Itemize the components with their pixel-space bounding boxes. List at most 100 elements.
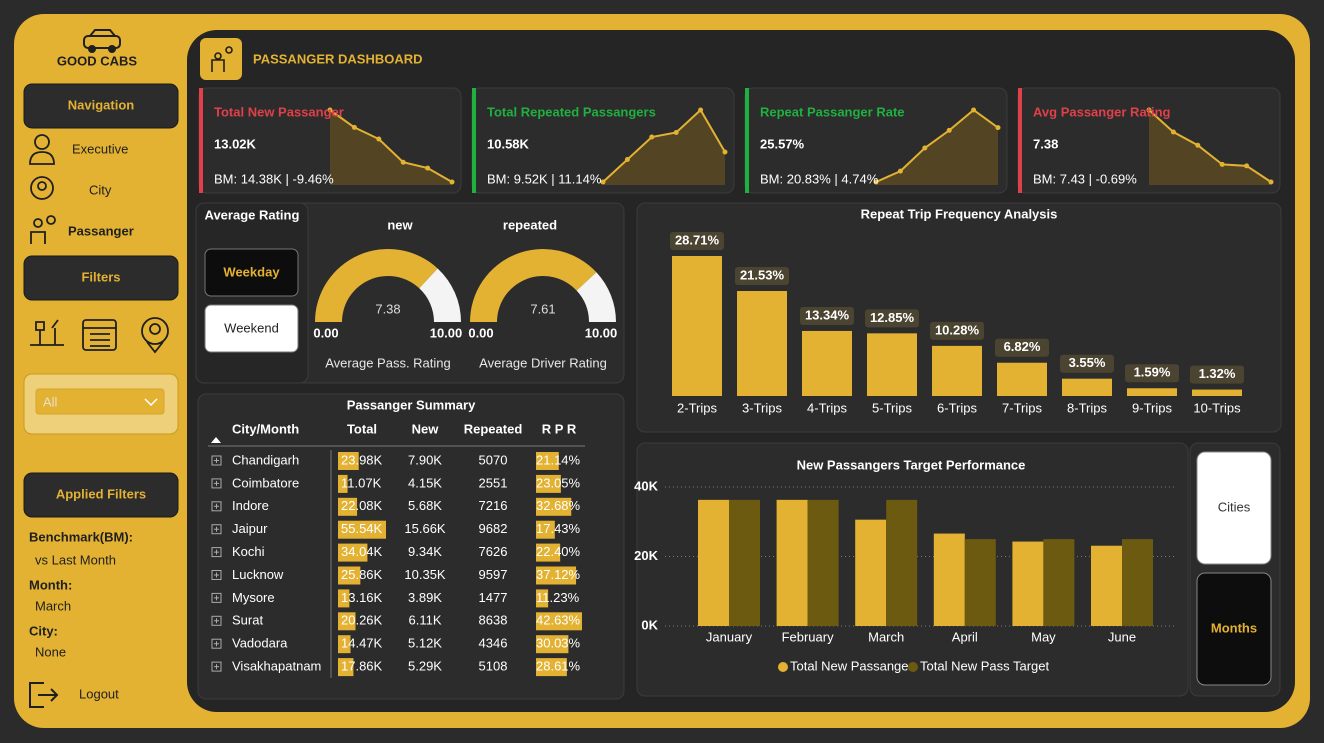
rpr-cell: 21.14% bbox=[536, 452, 581, 467]
bar bbox=[1091, 545, 1122, 626]
kpi-title: Total New Passanger bbox=[214, 104, 344, 119]
rpr-bar bbox=[536, 543, 561, 562]
total-bar bbox=[338, 474, 348, 493]
city-cell: Coimbatore bbox=[232, 475, 299, 490]
legend-label: Total New Pass Target bbox=[920, 658, 1049, 673]
expand-plus[interactable] bbox=[214, 480, 219, 486]
rpr-cell: 42.63% bbox=[536, 613, 581, 628]
filter-label: City: bbox=[29, 623, 58, 638]
legend-swatch bbox=[908, 662, 918, 672]
sparkline-point bbox=[1195, 142, 1201, 148]
bar-label: 21.53% bbox=[740, 267, 785, 282]
expand-plus[interactable] bbox=[214, 526, 219, 532]
day-option-label[interactable]: Weekday bbox=[223, 264, 280, 279]
day-option-label[interactable]: Weekend bbox=[224, 320, 279, 335]
new-cell: 15.66K bbox=[404, 521, 446, 536]
new-cell: 5.68K bbox=[408, 498, 442, 513]
bar-label: 1.59% bbox=[1134, 365, 1171, 380]
nav-item[interactable]: Executive bbox=[72, 141, 128, 156]
header-icon bbox=[200, 38, 242, 80]
sparkline bbox=[329, 109, 453, 183]
bar bbox=[886, 499, 918, 626]
view-option-label[interactable]: Cities bbox=[1218, 499, 1251, 514]
filters-button[interactable] bbox=[23, 255, 179, 301]
kpi-value: 13.02K bbox=[214, 136, 257, 151]
rpr-bar bbox=[536, 658, 567, 677]
rating-title: Average Rating bbox=[205, 207, 300, 222]
expand-plus[interactable] bbox=[214, 641, 219, 647]
logout-icon[interactable] bbox=[29, 682, 59, 708]
expand-icon[interactable] bbox=[211, 615, 222, 626]
nav-item[interactable]: Passanger bbox=[68, 223, 134, 238]
legend-label: Total New Passanger bbox=[790, 658, 914, 673]
city-cell: Jaipur bbox=[232, 521, 268, 536]
expand-icon[interactable] bbox=[211, 547, 222, 558]
sort-indicator[interactable] bbox=[211, 437, 221, 443]
repeated-cell: 9682 bbox=[479, 521, 508, 536]
kpi-title: Total Repeated Passangers bbox=[487, 104, 656, 119]
view-option-label[interactable]: Months bbox=[1211, 620, 1257, 635]
bar bbox=[867, 333, 917, 396]
kpi-value: 7.38 bbox=[1033, 136, 1058, 151]
bar-label-box bbox=[800, 306, 854, 325]
expand-plus[interactable] bbox=[214, 595, 219, 601]
nav-button[interactable] bbox=[23, 83, 179, 129]
x-tick-label: March bbox=[868, 629, 904, 644]
x-tick-label: June bbox=[1108, 629, 1136, 644]
sparkline-point bbox=[449, 179, 455, 185]
page-title: PASSANGER DASHBOARD bbox=[253, 51, 423, 66]
repeated-cell: 1477 bbox=[479, 590, 508, 605]
repeated-cell: 5070 bbox=[479, 452, 508, 467]
city-cell: Visakhapatnam bbox=[232, 659, 321, 674]
expand-icon[interactable] bbox=[211, 661, 222, 672]
bar-label: 6.82% bbox=[1004, 339, 1041, 354]
bar bbox=[997, 362, 1047, 396]
new-cell: 10.35K bbox=[404, 567, 446, 582]
dropdown[interactable] bbox=[35, 388, 165, 415]
expand-plus[interactable] bbox=[214, 458, 219, 463]
filter-icons[interactable] bbox=[30, 317, 169, 354]
city-cell: Vadodara bbox=[232, 636, 288, 651]
bar-label: 3.55% bbox=[1069, 355, 1106, 370]
gauge-value bbox=[470, 249, 597, 322]
kpi-value: 25.57% bbox=[760, 136, 805, 151]
day-option[interactable] bbox=[204, 248, 299, 297]
expand-icon[interactable] bbox=[211, 455, 222, 466]
bar bbox=[932, 345, 982, 396]
expand-icon[interactable] bbox=[211, 524, 222, 535]
bar bbox=[1122, 539, 1153, 626]
bar bbox=[1062, 378, 1112, 396]
expand-plus[interactable] bbox=[214, 572, 219, 578]
sparkline-point bbox=[1170, 129, 1176, 135]
logout[interactable]: Logout bbox=[79, 686, 119, 701]
new-cell: 5.29K bbox=[408, 659, 442, 674]
bar-label-box bbox=[930, 321, 984, 340]
expand-icon[interactable] bbox=[211, 478, 222, 489]
expand-plus[interactable] bbox=[214, 549, 219, 555]
view-option[interactable] bbox=[1196, 451, 1272, 565]
nav-item[interactable]: City bbox=[89, 182, 112, 197]
expand-plus[interactable] bbox=[214, 503, 219, 509]
expand-icon[interactable] bbox=[211, 638, 222, 649]
sparkline-area bbox=[330, 110, 452, 185]
filter-value: vs Last Month bbox=[35, 552, 116, 567]
city-cell: Mysore bbox=[232, 590, 275, 605]
x-tick-label: 7-Trips bbox=[1002, 400, 1042, 415]
rpr-cell: 17.43% bbox=[536, 521, 581, 536]
rpr-cell: 23.05% bbox=[536, 475, 581, 490]
kpi-value: 10.58K bbox=[487, 136, 530, 151]
day-option[interactable] bbox=[204, 304, 299, 353]
expand-icon[interactable] bbox=[211, 592, 222, 603]
view-option[interactable] bbox=[1196, 572, 1272, 686]
total-cell: 11.07K bbox=[341, 475, 382, 490]
sparkline-point bbox=[351, 124, 357, 130]
new-cell: 7.90K bbox=[408, 452, 442, 467]
kpi-benchmark: BM: 14.38K | -9.46% bbox=[214, 171, 334, 186]
bar bbox=[802, 330, 852, 396]
expand-icon[interactable] bbox=[211, 570, 222, 580]
expand-icon[interactable] bbox=[211, 501, 222, 512]
expand-plus[interactable] bbox=[214, 664, 219, 670]
rpr-cell: 30.03% bbox=[536, 636, 581, 651]
chevron bbox=[144, 398, 158, 407]
expand-plus[interactable] bbox=[214, 618, 219, 624]
